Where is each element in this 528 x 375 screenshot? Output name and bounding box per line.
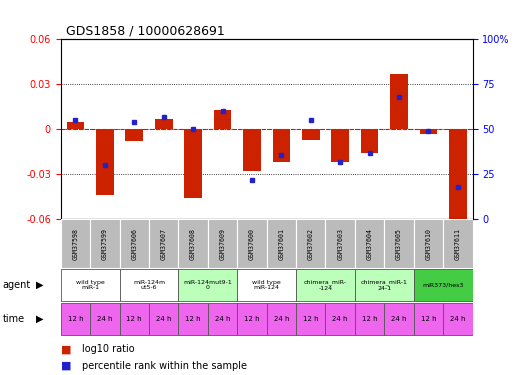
Bar (325, 303, 355, 334)
Text: 24 h: 24 h (391, 316, 407, 322)
Bar (178, 303, 208, 334)
Bar (61, 303, 90, 334)
Bar (237, 269, 296, 301)
Bar (178, 219, 208, 268)
Text: 12 h: 12 h (126, 316, 142, 322)
Text: 12 h: 12 h (68, 316, 83, 322)
Text: miR-124m
ut5-6: miR-124m ut5-6 (133, 280, 165, 290)
Text: GSM37598: GSM37598 (72, 228, 79, 260)
Text: time: time (3, 314, 25, 324)
Bar (390, 74, 408, 129)
Bar (90, 303, 119, 334)
Bar (355, 303, 384, 334)
Bar (155, 119, 173, 129)
Bar (67, 122, 84, 129)
Bar (184, 129, 202, 198)
Bar (243, 129, 261, 171)
Text: wild type
miR-1: wild type miR-1 (76, 280, 105, 290)
Text: GSM37608: GSM37608 (190, 228, 196, 260)
Text: GSM37611: GSM37611 (455, 228, 461, 260)
Text: GSM37604: GSM37604 (366, 228, 373, 260)
Bar (296, 269, 355, 301)
Bar (296, 303, 325, 334)
Text: GSM37600: GSM37600 (249, 228, 255, 260)
Text: GSM37599: GSM37599 (102, 228, 108, 260)
Bar (61, 269, 119, 301)
Text: GDS1858 / 10000628691: GDS1858 / 10000628691 (66, 24, 225, 38)
Text: ■: ■ (61, 361, 71, 370)
Bar (355, 219, 384, 268)
Bar (384, 219, 414, 268)
Text: agent: agent (3, 280, 31, 290)
Text: GSM37605: GSM37605 (396, 228, 402, 260)
Text: 12 h: 12 h (362, 316, 378, 322)
Text: chimera_miR-1
24-1: chimera_miR-1 24-1 (361, 279, 408, 291)
Text: ■: ■ (61, 345, 71, 354)
Bar (208, 219, 237, 268)
Text: GSM37603: GSM37603 (337, 228, 343, 260)
Bar (272, 129, 290, 162)
Text: 24 h: 24 h (156, 316, 172, 322)
Text: 24 h: 24 h (215, 316, 230, 322)
Bar (443, 303, 473, 334)
Bar (355, 269, 414, 301)
Bar (126, 129, 143, 141)
Text: GSM37606: GSM37606 (131, 228, 137, 260)
Text: 12 h: 12 h (303, 316, 318, 322)
Text: log10 ratio: log10 ratio (82, 345, 135, 354)
Bar (90, 219, 119, 268)
Bar (443, 219, 473, 268)
Bar (96, 129, 114, 195)
Bar (149, 303, 178, 334)
Bar (267, 303, 296, 334)
Text: 24 h: 24 h (450, 316, 466, 322)
Bar (208, 303, 237, 334)
Bar (61, 219, 90, 268)
Bar (414, 269, 473, 301)
Text: GSM37610: GSM37610 (426, 228, 431, 260)
Bar (149, 219, 178, 268)
Text: GSM37607: GSM37607 (161, 228, 167, 260)
Text: wild type
miR-124: wild type miR-124 (252, 280, 281, 290)
Bar (302, 129, 319, 140)
Text: ▶: ▶ (36, 314, 43, 324)
Text: miR-124mut9-1
0: miR-124mut9-1 0 (183, 280, 232, 290)
Text: 24 h: 24 h (97, 316, 112, 322)
Text: ▶: ▶ (36, 280, 43, 290)
Bar (414, 219, 443, 268)
Text: GSM37601: GSM37601 (278, 228, 285, 260)
Bar (237, 219, 267, 268)
Text: 24 h: 24 h (274, 316, 289, 322)
Bar (325, 219, 355, 268)
Bar (332, 129, 349, 162)
Text: 12 h: 12 h (185, 316, 201, 322)
Text: GSM37609: GSM37609 (220, 228, 225, 260)
Text: GSM37602: GSM37602 (308, 228, 314, 260)
Bar (267, 219, 296, 268)
Text: chimera_miR-
-124: chimera_miR- -124 (304, 279, 347, 291)
Bar (414, 303, 443, 334)
Text: 24 h: 24 h (333, 316, 348, 322)
Bar (178, 269, 237, 301)
Text: miR373/hes3: miR373/hes3 (422, 282, 464, 288)
Bar (119, 219, 149, 268)
Bar (119, 303, 149, 334)
Bar (214, 110, 231, 129)
Bar (384, 303, 414, 334)
Bar (296, 219, 325, 268)
Bar (237, 303, 267, 334)
Text: 12 h: 12 h (421, 316, 436, 322)
Text: 12 h: 12 h (244, 316, 260, 322)
Bar (119, 269, 178, 301)
Bar (420, 129, 437, 134)
Bar (449, 129, 467, 222)
Text: percentile rank within the sample: percentile rank within the sample (82, 361, 247, 370)
Bar (361, 129, 379, 153)
